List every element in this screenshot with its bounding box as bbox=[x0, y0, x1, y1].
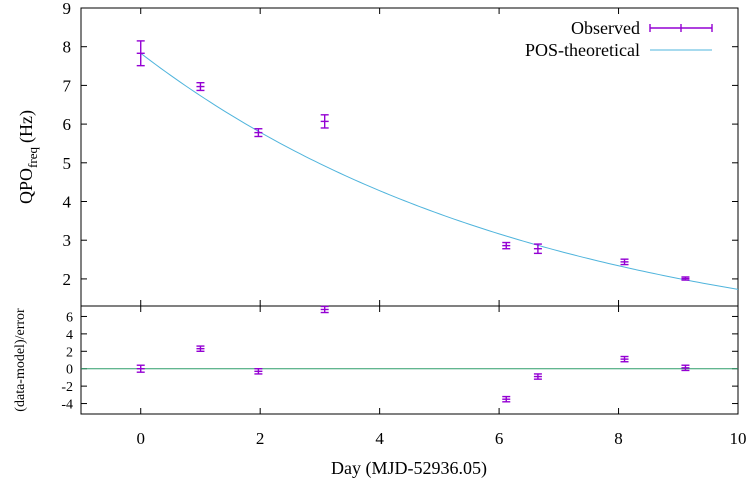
residual-point bbox=[196, 345, 205, 352]
bottom-y-tick-label: 2 bbox=[66, 345, 73, 360]
top-y-axis: 2 3 4 5 6 7 8 9 bbox=[63, 0, 738, 289]
observed-point bbox=[136, 40, 145, 67]
residual-points bbox=[136, 305, 690, 403]
bottom-y-tick-label: 0 bbox=[66, 363, 73, 378]
observed-point bbox=[254, 128, 263, 138]
legend: Observed POS-theoretical bbox=[525, 18, 713, 60]
bottom-y-tick-label: 4 bbox=[66, 328, 73, 343]
residual-point bbox=[533, 373, 542, 380]
observed-point bbox=[620, 258, 629, 266]
observed-point bbox=[196, 81, 205, 92]
residual-point bbox=[136, 364, 145, 373]
residual-point bbox=[502, 395, 511, 403]
bottom-y-tick-label: -2 bbox=[61, 380, 73, 395]
bottom-y-axis-label: (data-model)/error bbox=[13, 308, 28, 412]
x-tick-label: 4 bbox=[375, 429, 384, 448]
legend-label-model: POS-theoretical bbox=[525, 40, 640, 60]
top-y-axis-label: QPOfreq(Hz) bbox=[16, 110, 40, 204]
model-line bbox=[140, 52, 739, 290]
residual-point bbox=[620, 355, 629, 363]
x-axis: 0 2 4 6 8 10 bbox=[136, 8, 747, 448]
observed-point bbox=[320, 114, 329, 129]
bottom-y-tick-label: -4 bbox=[61, 398, 73, 413]
observed-points bbox=[136, 40, 690, 281]
legend-label-observed: Observed bbox=[571, 18, 640, 38]
top-y-tick-label: 2 bbox=[63, 270, 72, 289]
top-y-tick-label: 3 bbox=[63, 231, 72, 250]
x-tick-label: 2 bbox=[256, 429, 265, 448]
model-curve bbox=[140, 52, 739, 290]
top-y-tick-label: 8 bbox=[63, 38, 72, 57]
residual-point bbox=[320, 305, 329, 314]
x-tick-label: 8 bbox=[614, 429, 623, 448]
bottom-y-tick-label: 6 bbox=[66, 310, 73, 325]
top-y-tick-label: 7 bbox=[63, 76, 72, 95]
top-y-tick-label: 5 bbox=[63, 154, 72, 173]
observed-point bbox=[533, 243, 542, 255]
residual-point bbox=[681, 364, 690, 372]
bottom-y-axis: -4 -2 0 2 4 6 bbox=[61, 310, 738, 413]
x-tick-label: 0 bbox=[136, 429, 145, 448]
x-tick-label: 6 bbox=[495, 429, 504, 448]
observed-point bbox=[502, 241, 511, 250]
residual-point bbox=[254, 368, 263, 375]
legend-marker-observed bbox=[649, 24, 713, 32]
x-tick-label: 10 bbox=[730, 429, 747, 448]
top-y-tick-label: 6 bbox=[63, 115, 72, 134]
bottom-plot-frame bbox=[80, 305, 739, 415]
top-y-tick-label: 9 bbox=[63, 0, 72, 18]
x-axis-label: Day (MJD-52936.05) bbox=[331, 458, 487, 479]
observed-point bbox=[681, 276, 690, 281]
top-y-tick-label: 4 bbox=[63, 193, 72, 212]
